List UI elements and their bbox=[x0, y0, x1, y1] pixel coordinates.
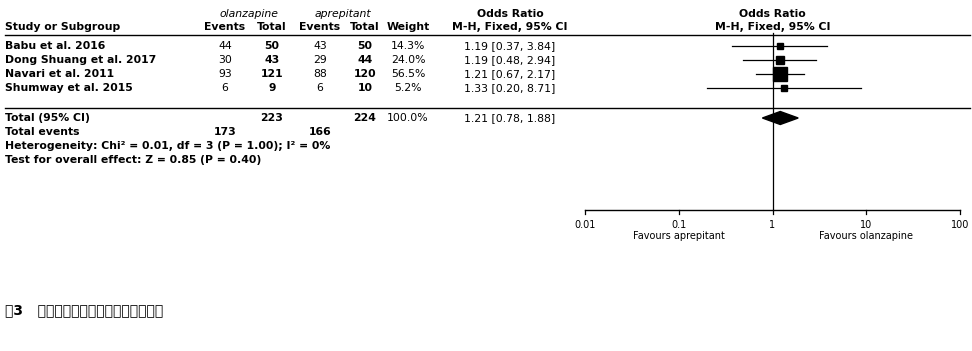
Text: 43: 43 bbox=[264, 55, 280, 65]
Text: 10: 10 bbox=[358, 83, 372, 93]
Text: 166: 166 bbox=[309, 127, 331, 137]
Text: aprepitant: aprepitant bbox=[314, 9, 370, 19]
Text: 图3   延迟期呕吐完全缓解率比较森林图: 图3 延迟期呕吐完全缓解率比较森林图 bbox=[5, 303, 163, 317]
Text: Study or Subgroup: Study or Subgroup bbox=[5, 22, 121, 32]
Text: Total events: Total events bbox=[5, 127, 80, 137]
Text: Events: Events bbox=[299, 22, 340, 32]
Text: 24.0%: 24.0% bbox=[391, 55, 426, 65]
Text: Odds Ratio: Odds Ratio bbox=[476, 9, 543, 19]
Text: 1.21 [0.78, 1.88]: 1.21 [0.78, 1.88] bbox=[465, 113, 556, 123]
Text: Odds Ratio: Odds Ratio bbox=[739, 9, 806, 19]
Text: 10: 10 bbox=[860, 220, 873, 230]
Text: 44: 44 bbox=[218, 41, 232, 51]
Text: Events: Events bbox=[204, 22, 246, 32]
Text: 88: 88 bbox=[313, 69, 327, 79]
Text: 5.2%: 5.2% bbox=[395, 83, 422, 93]
Text: 1.19 [0.48, 2.94]: 1.19 [0.48, 2.94] bbox=[465, 55, 556, 65]
Text: Babu et al. 2016: Babu et al. 2016 bbox=[5, 41, 105, 51]
Text: 1.33 [0.20, 8.71]: 1.33 [0.20, 8.71] bbox=[465, 83, 556, 93]
Text: Weight: Weight bbox=[387, 22, 430, 32]
Text: Favours olanzapine: Favours olanzapine bbox=[819, 231, 914, 241]
Text: 1.19 [0.37, 3.84]: 1.19 [0.37, 3.84] bbox=[465, 41, 556, 51]
Text: 223: 223 bbox=[260, 113, 284, 123]
Text: 0.01: 0.01 bbox=[574, 220, 596, 230]
Text: 56.5%: 56.5% bbox=[391, 69, 425, 79]
Text: Favours aprepitant: Favours aprepitant bbox=[633, 231, 725, 241]
Text: 1.21 [0.67, 2.17]: 1.21 [0.67, 2.17] bbox=[465, 69, 556, 79]
Polygon shape bbox=[762, 112, 798, 125]
Text: 6: 6 bbox=[222, 83, 228, 93]
Text: 9: 9 bbox=[268, 83, 276, 93]
Text: Navari et al. 2011: Navari et al. 2011 bbox=[5, 69, 114, 79]
Text: 120: 120 bbox=[354, 69, 376, 79]
Text: olanzapine: olanzapine bbox=[219, 9, 278, 19]
Text: 100.0%: 100.0% bbox=[387, 113, 429, 123]
Text: Total: Total bbox=[350, 22, 380, 32]
Text: 93: 93 bbox=[218, 69, 232, 79]
Text: 30: 30 bbox=[218, 55, 232, 65]
Text: Test for overall effect: Z = 0.85 (P = 0.40): Test for overall effect: Z = 0.85 (P = 0… bbox=[5, 155, 261, 165]
Text: 43: 43 bbox=[313, 41, 327, 51]
Text: 173: 173 bbox=[214, 127, 236, 137]
Text: 29: 29 bbox=[313, 55, 327, 65]
Text: 50: 50 bbox=[264, 41, 280, 51]
Text: Dong Shuang et al. 2017: Dong Shuang et al. 2017 bbox=[5, 55, 156, 65]
Text: 14.3%: 14.3% bbox=[391, 41, 425, 51]
Text: 44: 44 bbox=[358, 55, 372, 65]
Text: 121: 121 bbox=[260, 69, 283, 79]
Text: Shumway et al. 2015: Shumway et al. 2015 bbox=[5, 83, 133, 93]
Text: 100: 100 bbox=[951, 220, 969, 230]
Text: 224: 224 bbox=[354, 113, 376, 123]
Text: 1: 1 bbox=[770, 220, 776, 230]
Text: M-H, Fixed, 95% CI: M-H, Fixed, 95% CI bbox=[452, 22, 568, 32]
Text: Total: Total bbox=[258, 22, 287, 32]
Text: 50: 50 bbox=[358, 41, 372, 51]
Text: M-H, Fixed, 95% CI: M-H, Fixed, 95% CI bbox=[714, 22, 830, 32]
Text: 6: 6 bbox=[317, 83, 324, 93]
Text: 0.1: 0.1 bbox=[671, 220, 686, 230]
Text: Total (95% CI): Total (95% CI) bbox=[5, 113, 89, 123]
Text: Heterogeneity: Chi² = 0.01, df = 3 (P = 1.00); I² = 0%: Heterogeneity: Chi² = 0.01, df = 3 (P = … bbox=[5, 141, 330, 151]
